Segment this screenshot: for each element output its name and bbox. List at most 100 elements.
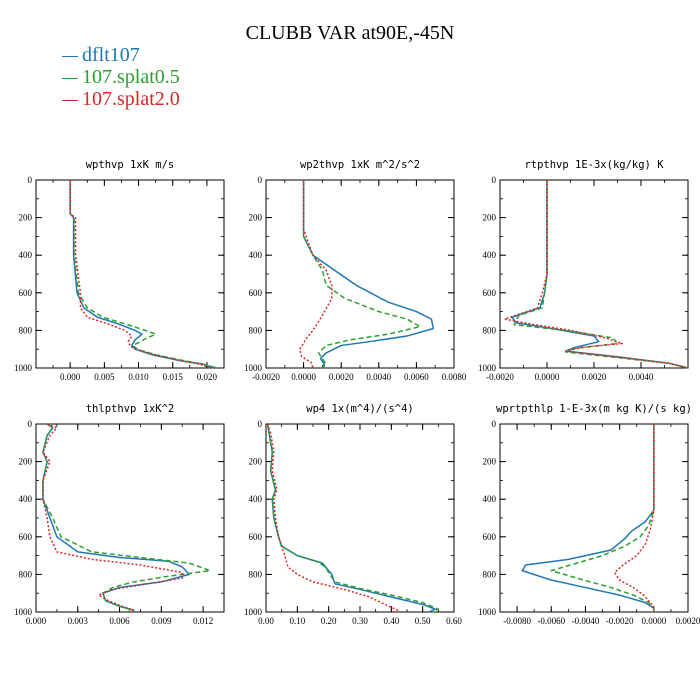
subplot-title: wprtpthlp 1-E-3x(m kg K)/(s kg) xyxy=(496,403,692,415)
x-tick-label: 0.30 xyxy=(352,616,368,626)
series-line-dflt107 xyxy=(42,423,190,612)
subplot-2: wp2thvp 1xK m^2/s^2 0 200 400 600 800 1000-0.0… xyxy=(244,159,467,382)
axes-frame xyxy=(499,179,689,369)
series-line-dflt107 xyxy=(302,180,435,369)
axes-frame xyxy=(35,179,225,369)
y-tick-label: 200 xyxy=(249,213,263,223)
axes-frame xyxy=(265,179,455,369)
legend-label: 107.splat0.5 xyxy=(82,65,180,88)
x-tick-label: 0.005 xyxy=(94,372,115,382)
subplot-title: wp4 1x(m^4)/(s^4) xyxy=(306,403,413,415)
y-tick-label: 0 xyxy=(492,419,497,429)
x-tick-label: 0.0000 xyxy=(535,372,560,382)
x-tick-label: 0.40 xyxy=(383,616,399,626)
series-line-dflt107 xyxy=(266,423,436,613)
x-tick-label: 0.0060 xyxy=(404,372,429,382)
x-tick-label: 0.00 xyxy=(258,616,274,626)
x-tick-label: 0.003 xyxy=(68,616,89,626)
x-tick-label: 0.0040 xyxy=(629,372,654,382)
x-tick-label: 0.10 xyxy=(289,616,305,626)
y-tick-label: 400 xyxy=(19,494,33,504)
legend-entry: dflt107 xyxy=(62,44,180,66)
x-tick-label: 0.0040 xyxy=(366,372,391,382)
legend-label: dflt107 xyxy=(82,43,140,66)
series-line-107.splat2.0 xyxy=(266,423,399,613)
y-tick-label: 800 xyxy=(483,325,497,335)
x-tick-label: -0.0020 xyxy=(486,372,514,382)
y-tick-label: 1000 xyxy=(478,363,497,373)
y-tick-label: 400 xyxy=(249,494,263,504)
y-tick-label: 800 xyxy=(249,325,263,335)
x-tick-label: -0.0020 xyxy=(252,372,280,382)
series-line-dflt107 xyxy=(69,180,215,369)
series-line-107.splat0.5 xyxy=(550,424,655,612)
subplot-title: rtpthvp 1E-3x(kg/kg) K xyxy=(524,159,664,171)
y-tick-label: 200 xyxy=(249,457,263,467)
subplot-6: wprtpthlp 1-E-3x(m kg K)/(s kg) 0 200 400 60… xyxy=(478,403,700,626)
subplot-title: wpthvp 1xK m/s xyxy=(86,159,175,171)
legend-entry: 107.splat2.0 xyxy=(62,88,180,110)
y-tick-label: 400 xyxy=(19,250,33,260)
y-tick-label: 400 xyxy=(483,250,497,260)
y-tick-label: 800 xyxy=(19,325,33,335)
series-line-107.splat2.0 xyxy=(503,180,689,369)
x-tick-label: 0.000 xyxy=(26,616,47,626)
series-line-107.splat2.0 xyxy=(299,180,333,369)
legend-label: 107.splat2.0 xyxy=(82,87,180,110)
x-tick-label: 0.60 xyxy=(446,616,462,626)
y-tick-label: 200 xyxy=(19,457,33,467)
legend-entry: 107.splat0.5 xyxy=(62,66,180,88)
y-tick-label: 200 xyxy=(483,213,497,223)
figure-title: CLUBB VAR at90E,-45N xyxy=(245,22,455,44)
legend-swatch-dflt107 xyxy=(62,55,78,57)
y-tick-label: 600 xyxy=(249,288,263,298)
y-tick-label: 600 xyxy=(249,532,263,542)
series-line-dflt107 xyxy=(521,424,655,612)
axes-frame xyxy=(265,423,455,613)
x-tick-label: 0.006 xyxy=(109,616,130,626)
x-tick-label: 0.020 xyxy=(197,372,218,382)
subplot-1: wpthvp 1xK m/s 0 200 400 600 800 1000 0.000 0.00… xyxy=(14,159,225,382)
subplot-3: rtpthvp 1E-3x(kg/kg) K 0 200 400 600 800 1000-… xyxy=(478,159,689,382)
x-tick-label: 0.50 xyxy=(415,616,431,626)
y-tick-label: 600 xyxy=(19,288,33,298)
y-tick-label: 0 xyxy=(28,419,33,429)
series-line-107.splat0.5 xyxy=(42,423,211,612)
legend-swatch-splat2.0 xyxy=(62,99,78,101)
y-tick-label: 800 xyxy=(483,569,497,579)
x-tick-label: 0.000 xyxy=(60,372,81,382)
y-tick-label: 800 xyxy=(249,569,263,579)
y-tick-label: 200 xyxy=(19,213,33,223)
y-tick-label: 0 xyxy=(258,419,263,429)
y-tick-label: 0 xyxy=(28,175,33,185)
y-tick-label: 0 xyxy=(492,175,497,185)
series-line-107.splat0.5 xyxy=(69,180,218,369)
x-tick-label: -0.0060 xyxy=(537,616,565,626)
subplot-title: wp2thvp 1xK m^2/s^2 xyxy=(300,159,420,171)
x-tick-label: 0.0020 xyxy=(582,372,607,382)
y-tick-label: 0 xyxy=(258,175,263,185)
y-tick-label: 1000 xyxy=(14,607,33,617)
x-tick-label: 0.0020 xyxy=(329,372,354,382)
series-line-dflt107 xyxy=(511,180,689,369)
x-tick-label: 0.015 xyxy=(163,372,184,382)
y-tick-label: 800 xyxy=(19,569,33,579)
y-tick-label: 200 xyxy=(483,457,497,467)
y-tick-label: 400 xyxy=(483,494,497,504)
x-tick-label: 0.0080 xyxy=(442,372,467,382)
x-tick-label: -0.0020 xyxy=(606,616,634,626)
x-tick-label: 0.20 xyxy=(321,616,337,626)
subplot-title: thlpthvp 1xK^2 xyxy=(86,403,175,415)
series-line-107.splat2.0 xyxy=(613,424,655,612)
y-tick-label: 1000 xyxy=(244,363,263,373)
y-tick-label: 400 xyxy=(249,250,263,260)
x-tick-label: -0.0080 xyxy=(503,616,531,626)
series-line-107.splat2.0 xyxy=(42,423,183,613)
x-tick-label: 0.009 xyxy=(151,616,172,626)
y-tick-label: 600 xyxy=(483,288,497,298)
series-line-107.splat0.5 xyxy=(266,423,440,613)
x-tick-label: 0.0000 xyxy=(291,372,316,382)
